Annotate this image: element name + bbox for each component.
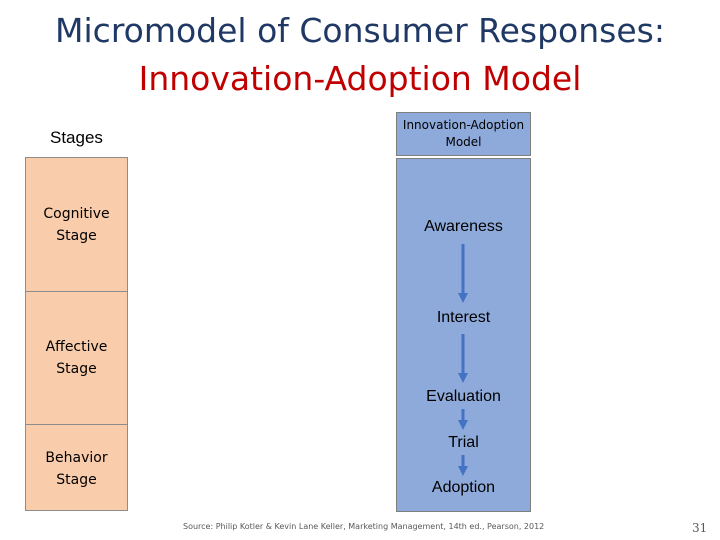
stage-cognitive-line1: Cognitive — [43, 206, 110, 222]
step-adoption: Adoption — [431, 479, 496, 496]
slide-title: Micromodel of Consumer Responses: — [55, 11, 665, 50]
stage-cognitive-label: Cognitive Stage — [25, 203, 128, 247]
stage-divider — [25, 291, 128, 292]
model-header: Innovation-Adoption Model — [396, 112, 531, 156]
step-awareness: Awareness — [424, 218, 503, 235]
stage-behavior-line2: Stage — [56, 472, 97, 488]
stage-affective-line2: Stage — [56, 361, 97, 377]
step-interest: Interest — [436, 309, 491, 326]
stage-affective-label: Affective Stage — [25, 336, 128, 380]
step-evaluation: Evaluation — [426, 388, 501, 405]
stage-divider — [25, 424, 128, 425]
stage-behavior-line1: Behavior — [45, 450, 108, 466]
stage-affective-line1: Affective — [45, 339, 108, 355]
model-header-line2: Model — [445, 135, 482, 149]
stage-cognitive-line2: Stage — [56, 228, 97, 244]
slide-subtitle: Innovation-Adoption Model — [138, 59, 582, 98]
slide-number: 31 — [692, 521, 708, 535]
model-header-line1: Innovation-Adoption — [402, 118, 525, 132]
stages-column — [25, 157, 128, 511]
step-trial: Trial — [448, 434, 479, 451]
stages-header: Stages — [50, 128, 103, 147]
stage-behavior-label: Behavior Stage — [25, 447, 128, 491]
source-citation: Source: Philip Kotler & Kevin Lane Kelle… — [183, 522, 545, 531]
